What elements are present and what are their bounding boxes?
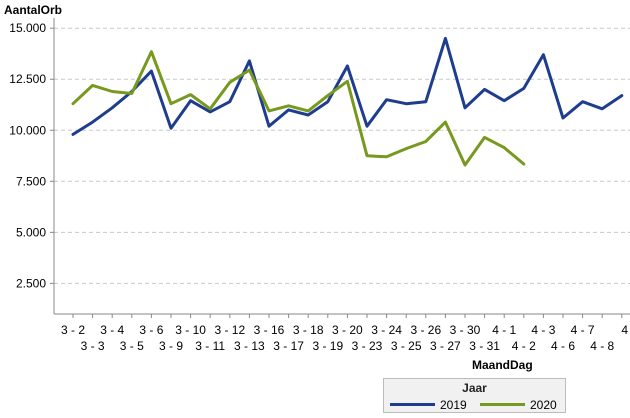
x-tick-label: 3 - 19 <box>312 339 343 353</box>
legend-swatch-2019 <box>390 403 435 407</box>
legend-item-2019[interactable]: 2019 <box>390 398 467 412</box>
y-tick-label: 7.500 <box>16 174 46 188</box>
y-tick-label: 15.000 <box>9 21 46 35</box>
x-tick-label: 3 - 6 <box>139 323 163 337</box>
x-tick-label: 3 - 9 <box>159 339 183 353</box>
x-tick-label: 3 - 26 <box>410 323 441 337</box>
x-tick-label: 4 - 3 <box>531 323 555 337</box>
axes <box>53 18 630 315</box>
x-tick-label: 3 - 10 <box>175 323 206 337</box>
x-tick-label: 4 - 8 <box>590 339 614 353</box>
x-tick-label: 4 - 2 <box>512 339 536 353</box>
legend-label-2019: 2019 <box>440 398 467 412</box>
legend-swatch-2020 <box>480 403 525 407</box>
y-axis-title: AantalOrb <box>4 3 63 17</box>
x-tick-label: 3 - 3 <box>81 339 105 353</box>
x-tick-label: 3 - 11 <box>195 339 225 353</box>
x-tick-label: 3 - 13 <box>234 339 265 353</box>
x-tick-label: 3 - 17 <box>273 339 304 353</box>
legend-label-2020: 2020 <box>530 398 557 412</box>
x-tick-label: 3 - 23 <box>352 339 383 353</box>
x-tick-label: 4 - 1 <box>492 323 516 337</box>
legend[interactable]: Jaar 2019 2020 <box>383 378 566 413</box>
x-tick-label: 4 - 7 <box>571 323 595 337</box>
series-line-2020[interactable] <box>71 50 526 167</box>
legend-item-2020[interactable]: 2020 <box>480 398 557 412</box>
x-tick-label: 3 - 20 <box>332 323 363 337</box>
y-axis-ticks: 2.500 5.000 7.500 10.000 12.500 15.000 <box>9 21 54 290</box>
x-tick-label: 3 - 4 <box>100 323 124 337</box>
x-tick-label: 4 - 6 <box>551 339 575 353</box>
y-tick-label: 2.500 <box>16 276 46 290</box>
gridlines <box>54 27 630 284</box>
x-tick-label: 3 - 27 <box>430 339 461 353</box>
x-tick-label: 3 - 2 <box>61 323 85 337</box>
x-axis-title: MaandDag <box>472 358 533 372</box>
legend-title: Jaar <box>462 381 487 395</box>
x-tick-label: 3 - 16 <box>254 323 285 337</box>
y-tick-label: 5.000 <box>16 225 46 239</box>
x-axis-ticks: 3 - 2 3 - 3 3 - 4 3 - 5 3 - 6 3 - 9 3 - 10 3 - … <box>61 314 628 353</box>
y-tick-label: 12.500 <box>9 72 46 86</box>
x-tick-label: 4 <box>621 323 628 337</box>
x-tick-label: 3 - 18 <box>293 323 324 337</box>
x-tick-label: 3 - 5 <box>120 339 144 353</box>
x-tick-label: 3 - 12 <box>214 323 245 337</box>
x-tick-label: 3 - 30 <box>450 323 481 337</box>
series-line-2019[interactable] <box>71 36 624 136</box>
x-tick-label: 3 - 24 <box>371 323 402 337</box>
x-tick-label: 3 - 25 <box>391 339 422 353</box>
x-tick-label: 3 - 31 <box>469 339 500 353</box>
y-tick-label: 10.000 <box>9 123 46 137</box>
series-lines <box>71 36 624 167</box>
